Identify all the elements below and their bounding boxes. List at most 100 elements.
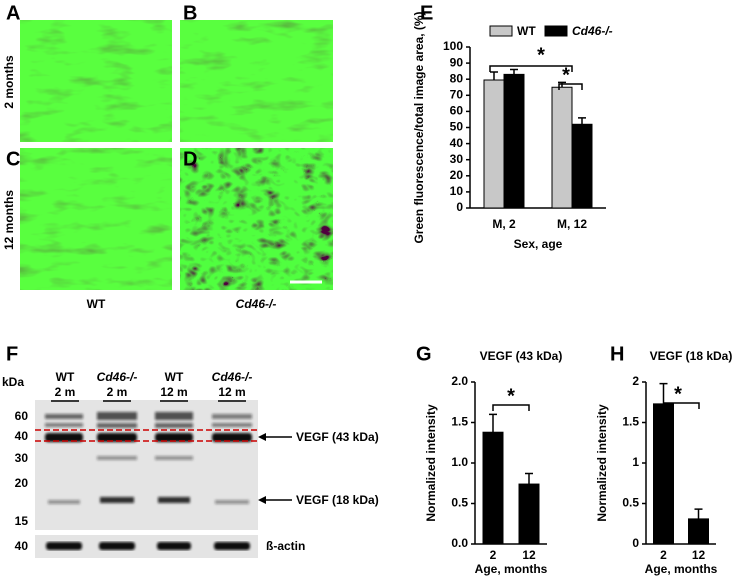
bar	[503, 73, 525, 209]
panel-label: H	[610, 343, 624, 365]
marker-label: 30	[15, 451, 29, 465]
panel-label: E	[420, 2, 433, 24]
chart-title: VEGF (43 kDa)	[480, 349, 563, 363]
y-tick-label: 1	[632, 455, 639, 469]
error-bar	[510, 68, 518, 75]
significance-bracket	[663, 402, 700, 409]
bar	[483, 79, 505, 209]
y-tick-label: 20	[450, 168, 464, 182]
marker-label: 20	[15, 476, 29, 490]
y-tick-label: 100	[443, 39, 463, 53]
marker-label: 40	[15, 539, 29, 553]
row-label: 12 months	[2, 190, 16, 250]
panel-label: F	[6, 343, 18, 365]
marker-label: 60	[15, 409, 29, 423]
bar	[551, 86, 573, 209]
error-bar	[558, 81, 566, 88]
lane-genotype: WT	[165, 370, 184, 384]
lane-genotype: Cd46-/-	[97, 370, 138, 384]
legend-label: Cd46-/-	[572, 24, 613, 38]
arrow-head	[258, 433, 266, 441]
lane-age: 12 m	[160, 385, 187, 399]
bar	[653, 403, 674, 545]
bar	[518, 483, 540, 545]
chart-title: VEGF (18 kDa)	[650, 349, 733, 363]
y-tick-label: 0	[632, 536, 639, 550]
y-tick-label: 0.0	[451, 536, 468, 550]
y-axis-label: Green fluorescence/total image area, (%)	[412, 11, 426, 243]
band-label: VEGF (43 kDa)	[296, 430, 379, 444]
micrograph	[20, 148, 172, 290]
error-bar	[694, 508, 703, 519]
panel-label: G	[416, 343, 432, 365]
lane-genotype: Cd46-/-	[212, 370, 253, 384]
x-tick-label: M, 2	[492, 217, 516, 231]
bar	[571, 123, 593, 209]
lane-age: 12 m	[218, 385, 245, 399]
error-bar	[578, 117, 586, 125]
annotation: *	[674, 383, 682, 405]
panel-label: A	[6, 2, 20, 24]
panel-label: C	[6, 148, 20, 170]
y-tick-label: 80	[450, 71, 464, 85]
loading-bands	[46, 542, 250, 550]
significance-bracket	[489, 65, 573, 72]
y-tick-label: 1.5	[451, 415, 468, 429]
x-axis-label: Age, months	[645, 562, 718, 576]
legend-swatch	[544, 25, 568, 37]
y-tick-label: 2	[632, 374, 639, 388]
annotation: *	[507, 385, 515, 407]
y-tick-label: 40	[450, 136, 464, 150]
y-tick-label: 30	[450, 152, 464, 166]
error-bar	[489, 413, 497, 433]
y-tick-label: 0.5	[622, 496, 639, 510]
error-bar	[659, 382, 668, 404]
y-tick-label: 90	[450, 55, 464, 69]
x-tick-label: 2	[660, 548, 667, 562]
loading-label: ß-actin	[266, 539, 305, 553]
marker-label: 40	[15, 429, 29, 443]
panel-label: D	[183, 148, 197, 170]
y-axis-label: Normalized intensity	[595, 404, 609, 522]
x-axis-label: Sex, age	[514, 237, 563, 251]
micrograph	[20, 20, 172, 142]
y-tick-label: 2.0	[451, 374, 468, 388]
micrograph	[180, 148, 333, 290]
x-tick-label: 12	[692, 548, 706, 562]
lane-age: 2 m	[55, 385, 76, 399]
y-tick-label: 1.5	[622, 415, 639, 429]
marker-label: 15	[15, 514, 29, 528]
row-label: 2 months	[2, 55, 16, 109]
x-axis-label: Age, months	[475, 562, 548, 576]
annotation: *	[537, 44, 545, 66]
lane-age: 2 m	[107, 385, 128, 399]
x-tick-label: M, 12	[557, 217, 587, 231]
blot-bands	[45, 412, 252, 504]
arrow-head	[258, 496, 266, 504]
error-bar	[525, 472, 533, 485]
lane-genotype: WT	[56, 370, 75, 384]
bar	[482, 431, 504, 545]
column-label: Cd46-/-	[236, 297, 277, 311]
significance-bracket	[558, 83, 583, 90]
blot	[35, 400, 258, 530]
x-tick-label: 2	[490, 548, 497, 562]
column-label: WT	[87, 297, 106, 311]
y-tick-label: 0	[456, 200, 463, 214]
micrograph	[180, 20, 333, 142]
legend-swatch	[489, 25, 513, 37]
bar	[688, 518, 709, 545]
y-tick-label: 70	[450, 87, 464, 101]
y-tick-label: 1.0	[451, 455, 468, 469]
y-tick-label: 0.5	[451, 496, 468, 510]
annotation: *	[562, 64, 570, 86]
panel-label: B	[183, 2, 197, 24]
y-tick-label: 50	[450, 120, 464, 134]
y-tick-label: 60	[450, 104, 464, 118]
blot	[35, 535, 258, 558]
significance-bracket	[492, 404, 530, 411]
band-label: VEGF (18 kDa)	[296, 493, 379, 507]
x-tick-label: 12	[522, 548, 536, 562]
unit-label: kDa	[2, 375, 24, 389]
